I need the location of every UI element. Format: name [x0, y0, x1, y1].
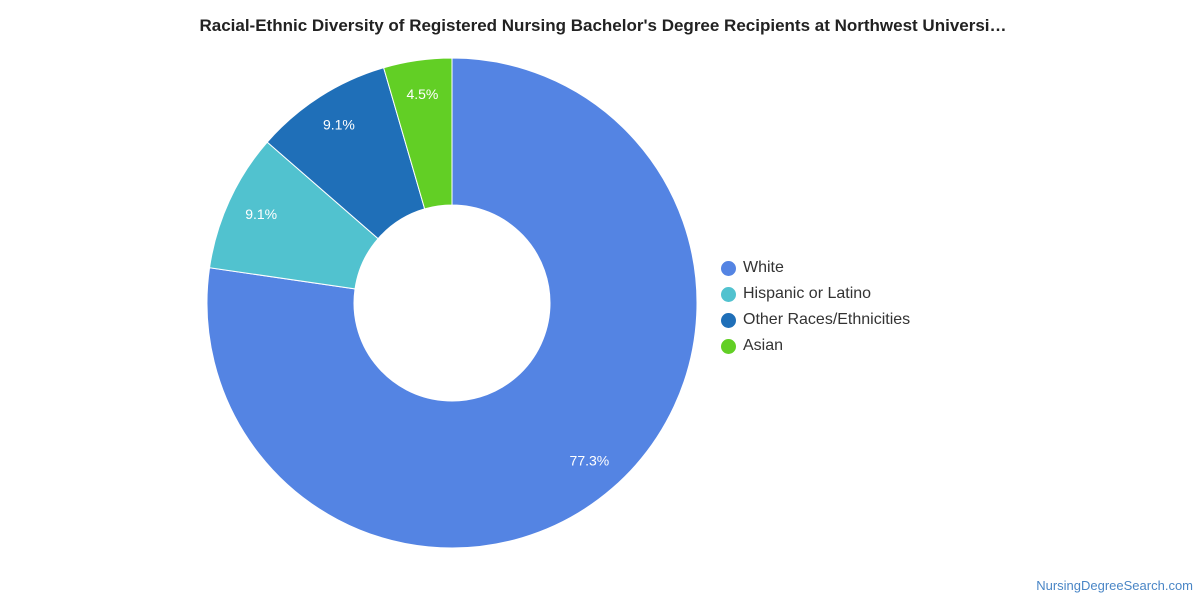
- chart-title: Racial-Ethnic Diversity of Registered Nu…: [199, 16, 1007, 35]
- slice-white: [206, 57, 698, 549]
- legend-swatch: [721, 286, 736, 302]
- legend-item-other-races-ethnicities: Other Races/Ethnicities: [721, 307, 910, 333]
- legend-swatch: [721, 312, 736, 328]
- data-label-hispanic-or-latino: 9.1%: [245, 206, 277, 222]
- data-label-asian: 4.5%: [406, 86, 438, 102]
- legend-label: Other Races/Ethnicities: [743, 311, 911, 328]
- data-label-white: 77.3%: [570, 453, 610, 469]
- legend-label: White: [743, 259, 784, 276]
- donut-slices: [206, 57, 698, 549]
- legend-label: Hispanic or Latino: [743, 285, 872, 302]
- legend-swatch: [721, 260, 736, 276]
- slice-asian: [383, 57, 453, 210]
- legend-item-asian: Asian: [721, 333, 910, 359]
- data-label-other-races-ethnicities: 9.1%: [323, 117, 355, 133]
- legend-item-hispanic-or-latino: Hispanic or Latino: [721, 281, 910, 307]
- legend-item-white: White: [721, 255, 910, 281]
- legend-swatch: [721, 338, 736, 354]
- legend: White Hispanic or Latino Other Races/Ethni…: [721, 255, 910, 359]
- source-credit: NursingDegreeSearch.com: [1036, 578, 1193, 593]
- legend-label: Asian: [743, 337, 784, 354]
- donut-labels: 77.3% 9.1% 9.1% 4.5%: [245, 86, 609, 469]
